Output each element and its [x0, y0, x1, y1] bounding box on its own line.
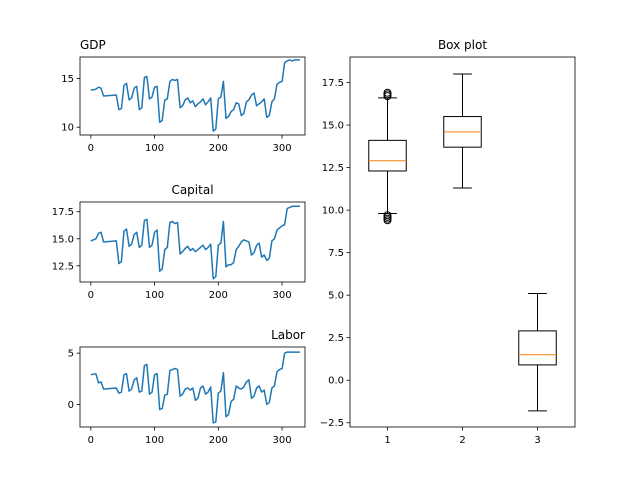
labor-x-tick-label: 300 — [273, 435, 292, 446]
labor-x-tick-label: 0 — [88, 435, 94, 446]
capital-axes-frame — [79, 201, 306, 283]
box-y-tick-label: −2.5 — [320, 418, 344, 429]
capital-y-tick-label: 15.0 — [52, 234, 74, 245]
box-y-tick-label: 7.5 — [328, 248, 344, 259]
gdp-x-tick-label: 100 — [145, 143, 164, 154]
labor-y-tick-label: 5 — [68, 349, 74, 360]
box-y-tick-label: 0.0 — [328, 376, 344, 387]
box-3-iqr-box — [518, 330, 557, 366]
box-1-flier — [383, 211, 392, 220]
labor-title: Labor — [271, 328, 305, 342]
capital-x-tick-label: 200 — [209, 290, 228, 301]
labor-series-line — [90, 351, 300, 424]
capital-line-chart: 0 100 200 300 12.5 15.0 17.5 Capital — [52, 183, 306, 301]
box-1-flier — [383, 88, 392, 97]
box-y-tick-label: 2.5 — [328, 333, 344, 344]
box-x-tick-label: 1 — [384, 435, 390, 446]
box-3 — [518, 292, 557, 412]
box-plot-title: Box plot — [438, 38, 487, 52]
box-1-iqr-box — [368, 139, 407, 172]
gdp-y-tick-label: 15 — [61, 74, 74, 85]
gdp-line-chart: 0 100 200 300 10 15 GDP — [61, 38, 306, 154]
gdp-x-tick-label: 300 — [273, 143, 292, 154]
gdp-y-tick-label: 10 — [61, 123, 74, 134]
box-x-tick-label: 2 — [459, 435, 465, 446]
capital-y-tick-label: 12.5 — [52, 261, 74, 272]
box-1-flier — [383, 90, 392, 99]
box-x-tick-label: 3 — [534, 435, 540, 446]
labor-line-chart: 0 100 200 300 0 5 Labor — [68, 328, 306, 446]
capital-y-tick-label: 17.5 — [52, 207, 74, 218]
box-y-tick-label: 15.0 — [322, 121, 344, 132]
labor-x-tick-label: 100 — [145, 435, 164, 446]
box-y-tick-label: 5.0 — [328, 291, 344, 302]
labor-axes-frame — [79, 346, 306, 428]
box-y-tick-label: 12.5 — [322, 163, 344, 174]
gdp-x-tick-label: 0 — [88, 143, 94, 154]
box-plot-chart: 1 2 3 −2.5 0.0 2.5 5.0 7.5 10.0 12.5 15.0 17.5 Box p… — [320, 38, 576, 446]
capital-series-line — [90, 205, 300, 280]
labor-y-tick-label: 0 — [68, 400, 74, 411]
capital-title: Capital — [171, 183, 213, 197]
gdp-axes-frame — [79, 56, 306, 136]
gdp-title: GDP — [80, 38, 106, 52]
labor-x-tick-label: 200 — [209, 435, 228, 446]
box-2 — [443, 73, 482, 189]
gdp-x-tick-label: 200 — [209, 143, 228, 154]
box-y-tick-label: 10.0 — [322, 206, 344, 217]
box-1 — [368, 88, 407, 225]
gdp-series-line — [90, 59, 300, 132]
capital-x-tick-label: 0 — [88, 290, 94, 301]
box-y-tick-label: 17.5 — [322, 78, 344, 89]
capital-x-tick-label: 100 — [145, 290, 164, 301]
capital-x-tick-label: 300 — [273, 290, 292, 301]
